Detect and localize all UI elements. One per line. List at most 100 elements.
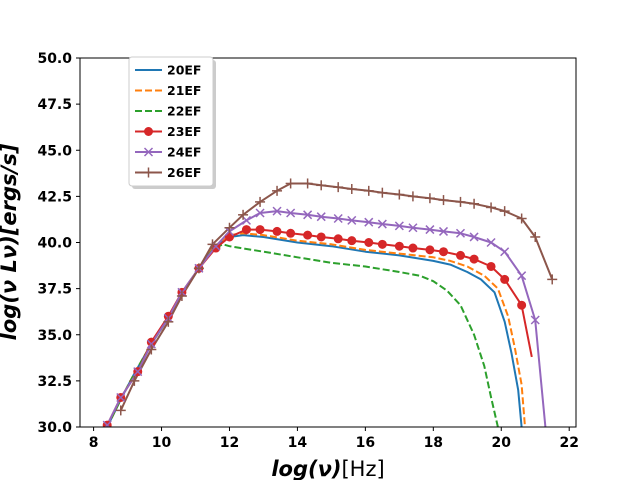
data-point-26ef xyxy=(255,196,266,207)
data-point-23ef xyxy=(377,239,387,249)
data-point-23ef xyxy=(517,300,527,310)
data-point-24ef xyxy=(133,367,143,377)
x-tick-label: 12 xyxy=(220,435,239,451)
data-point-23ef xyxy=(486,261,496,271)
y-tick-label: 50.0 xyxy=(37,51,72,67)
data-point-26ef xyxy=(129,375,140,386)
data-point-23ef xyxy=(272,226,282,236)
legend-label: 20EF xyxy=(167,63,201,78)
legend-label: 21EF xyxy=(167,83,201,98)
data-point-24ef xyxy=(272,206,282,216)
data-point-26ef xyxy=(407,191,418,202)
data-point-24ef xyxy=(364,217,374,227)
data-point-23ef xyxy=(224,232,234,242)
data-point-26ef xyxy=(363,185,374,196)
y-tick-label: 37.5 xyxy=(37,282,72,298)
data-point-24ef xyxy=(438,226,449,236)
data-point-24ef xyxy=(530,315,540,325)
data-point-26ef xyxy=(377,187,388,198)
data-point-24ef xyxy=(425,225,435,235)
x-tick-label: 20 xyxy=(492,435,512,451)
data-point-26ef xyxy=(238,209,249,220)
legend-marker-24ef xyxy=(143,147,154,157)
legend: 20EF 21EF 22EF 23EF 24EF 26EF xyxy=(128,56,216,189)
y-tick-label: 32.5 xyxy=(37,374,72,390)
data-point-24ef xyxy=(347,215,357,225)
x-axis-label: log(ν)[Hz] xyxy=(271,457,384,480)
data-point-26ef xyxy=(438,195,449,206)
data-point-26ef xyxy=(146,344,157,355)
y-tick-label: 40.0 xyxy=(37,236,72,252)
data-point-26ef xyxy=(469,198,480,209)
data-point-26ef xyxy=(424,193,435,204)
data-point-26ef xyxy=(163,316,174,327)
data-point-24ef xyxy=(116,392,126,403)
data-point-24ef xyxy=(469,232,479,242)
data-point-23ef xyxy=(500,274,510,284)
data-point-26ef xyxy=(176,291,187,302)
y-tick-label: 45.0 xyxy=(37,143,72,159)
data-point-23ef xyxy=(286,228,296,238)
data-point-26ef xyxy=(272,185,283,196)
data-point-24ef xyxy=(486,237,496,248)
data-point-26ef xyxy=(115,405,126,416)
data-point-26ef xyxy=(285,178,296,189)
data-point-26ef xyxy=(224,222,235,233)
data-point-23ef xyxy=(316,232,326,242)
data-point-26ef xyxy=(516,213,527,224)
legend-label: 26EF xyxy=(167,165,201,180)
data-point-23ef xyxy=(333,234,343,244)
data-point-23ef xyxy=(303,230,313,240)
data-point-24ef xyxy=(102,420,112,427)
data-point-24ef xyxy=(316,212,326,222)
data-point-23ef xyxy=(425,245,435,255)
data-point-23ef xyxy=(347,236,357,246)
y-tick-label: 42.5 xyxy=(37,189,72,205)
data-point-26ef xyxy=(499,206,510,217)
axis-ticks: 8 10 12 14 16 18 20 22 30.0 32.5 35.0 37.5 40.0 42.5 4… xyxy=(37,51,578,451)
data-point-26ef xyxy=(486,202,497,213)
data-point-24ef xyxy=(517,271,527,281)
data-point-26ef xyxy=(207,239,218,250)
data-point-23ef xyxy=(364,238,374,247)
data-point-26ef xyxy=(302,178,313,189)
data-point-23ef xyxy=(394,241,404,251)
data-point-24ef xyxy=(303,210,313,220)
legend-marker-26ef xyxy=(143,167,154,178)
data-point-24ef xyxy=(286,208,296,218)
data-point-26ef xyxy=(346,183,357,194)
y-tick-label: 30.0 xyxy=(37,420,72,436)
x-tick-label: 10 xyxy=(152,435,172,451)
y-axis-label: log(ν Lν)[ergs/s] xyxy=(0,143,21,340)
data-point-24ef xyxy=(377,219,387,229)
x-tick-label: 22 xyxy=(559,435,578,451)
data-point-23ef xyxy=(408,243,418,253)
x-tick-label: 14 xyxy=(288,435,308,451)
marker-layer xyxy=(102,178,558,427)
data-point-23ef xyxy=(439,247,449,257)
x-tick-label: 16 xyxy=(356,435,375,451)
legend-label: 22EF xyxy=(167,104,201,119)
data-point-26ef xyxy=(530,231,541,242)
data-point-23ef xyxy=(455,250,465,260)
y-tick-label: 35.0 xyxy=(37,328,72,344)
data-point-26ef xyxy=(333,182,344,193)
data-point-23ef xyxy=(469,254,479,264)
legend-items: 20EF 21EF 22EF 23EF 24EF 26EF xyxy=(135,63,201,180)
legend-label: 23EF xyxy=(167,124,201,139)
data-point-24ef xyxy=(333,213,343,224)
data-point-24ef xyxy=(500,247,510,257)
data-point-24ef xyxy=(146,339,156,349)
legend-marker-23ef xyxy=(144,127,153,136)
x-tick-label: 18 xyxy=(424,435,443,451)
legend-label: 24EF xyxy=(167,145,201,160)
data-point-26ef xyxy=(455,196,466,207)
series-line-21ef xyxy=(106,232,526,427)
data-point-26ef xyxy=(193,263,204,274)
x-tick-label: 8 xyxy=(89,435,99,451)
data-point-26ef xyxy=(316,180,327,191)
data-point-26ef xyxy=(394,189,405,200)
data-point-24ef xyxy=(455,228,466,238)
data-point-26ef xyxy=(547,274,558,285)
